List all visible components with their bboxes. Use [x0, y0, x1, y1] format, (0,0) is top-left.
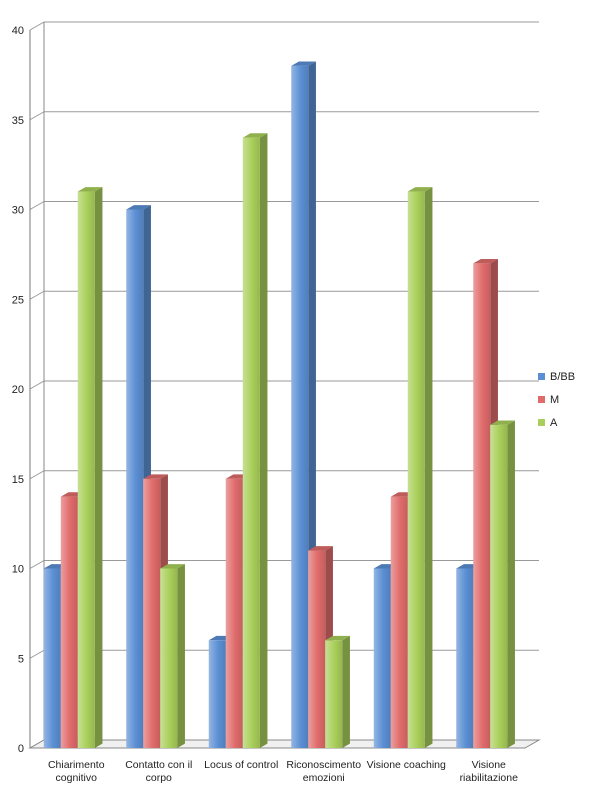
gridline-diag [29, 649, 45, 659]
legend-swatch [538, 373, 545, 380]
y-tick-label: 35 [12, 115, 24, 127]
y-tick-label: 10 [12, 564, 24, 576]
x-category-label: corpo [146, 772, 172, 784]
bar [325, 635, 350, 748]
gridline-diag [29, 470, 45, 480]
y-tick-labels: 0 5 10 15 20 25 30 35 40 [12, 25, 24, 755]
bar [160, 564, 185, 748]
legend-swatch [538, 419, 545, 426]
x-category-label: Contatto con il [125, 759, 192, 771]
y-tick-label: 20 [12, 384, 24, 396]
legend-item: M [538, 394, 559, 406]
y-tick-label: 0 [18, 743, 24, 755]
gridline-diag [29, 111, 45, 121]
gridline-diag [29, 560, 45, 569]
y-tick-label: 40 [12, 25, 24, 37]
legend-item: B/BB [538, 371, 575, 383]
gridline-diag [29, 201, 45, 210]
gridline-diag [29, 380, 45, 390]
y-tick-label: 5 [18, 653, 24, 665]
x-category-label: Chiarimento [48, 759, 105, 771]
y-tick-label: 25 [12, 294, 24, 306]
bars [43, 61, 515, 749]
bar [242, 133, 268, 749]
x-category-label: Visione coaching [367, 759, 446, 771]
legend-swatch [538, 396, 545, 403]
bar [490, 420, 515, 748]
x-category-label: riabilitazione [460, 772, 519, 784]
y-tick-label: 15 [12, 474, 24, 486]
legend-label: A [550, 417, 558, 429]
gridline-diag [29, 21, 45, 31]
y-tick-label: 30 [12, 205, 24, 217]
x-category-label: Riconoscimento [286, 759, 361, 771]
bar [407, 187, 433, 749]
legend: B/BB MA [538, 371, 575, 429]
x-category-label: Visione [472, 759, 506, 771]
x-category-label: Locus of control [204, 759, 278, 771]
gridline-diag [29, 290, 45, 300]
x-category-label: cognitivo [56, 772, 98, 784]
legend-label: B/BB [550, 371, 575, 383]
bar [77, 187, 103, 749]
legend-label: M [550, 394, 559, 406]
legend-item: A [538, 417, 558, 429]
x-category-label: emozioni [303, 772, 345, 784]
